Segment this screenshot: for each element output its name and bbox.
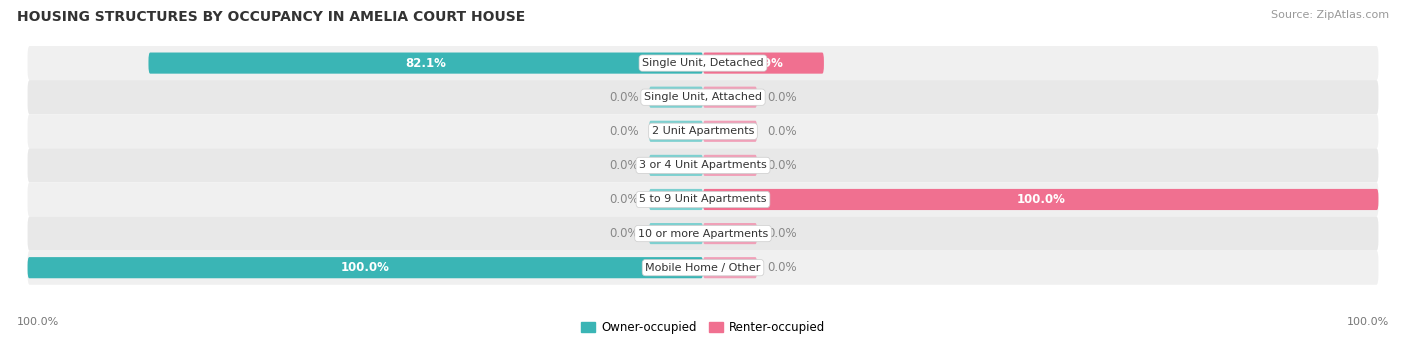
FancyBboxPatch shape xyxy=(703,53,824,74)
FancyBboxPatch shape xyxy=(703,257,756,278)
FancyBboxPatch shape xyxy=(650,155,703,176)
Text: 5 to 9 Unit Apartments: 5 to 9 Unit Apartments xyxy=(640,194,766,205)
FancyBboxPatch shape xyxy=(28,251,1378,285)
FancyBboxPatch shape xyxy=(28,217,1378,251)
Legend: Owner-occupied, Renter-occupied: Owner-occupied, Renter-occupied xyxy=(576,316,830,339)
FancyBboxPatch shape xyxy=(650,189,703,210)
FancyBboxPatch shape xyxy=(703,155,756,176)
Text: Mobile Home / Other: Mobile Home / Other xyxy=(645,263,761,273)
Text: 82.1%: 82.1% xyxy=(405,57,446,70)
Text: 100.0%: 100.0% xyxy=(17,317,59,327)
Text: 100.0%: 100.0% xyxy=(1347,317,1389,327)
Text: 3 or 4 Unit Apartments: 3 or 4 Unit Apartments xyxy=(640,160,766,170)
Text: 0.0%: 0.0% xyxy=(609,159,638,172)
Text: 0.0%: 0.0% xyxy=(768,227,797,240)
FancyBboxPatch shape xyxy=(650,121,703,142)
Text: 0.0%: 0.0% xyxy=(768,261,797,274)
Text: 17.9%: 17.9% xyxy=(742,57,785,70)
FancyBboxPatch shape xyxy=(28,182,1378,217)
FancyBboxPatch shape xyxy=(703,189,1378,210)
Text: 100.0%: 100.0% xyxy=(1017,193,1066,206)
Text: 10 or more Apartments: 10 or more Apartments xyxy=(638,228,768,239)
FancyBboxPatch shape xyxy=(703,121,756,142)
Text: 0.0%: 0.0% xyxy=(609,125,638,138)
FancyBboxPatch shape xyxy=(28,114,1378,148)
FancyBboxPatch shape xyxy=(28,46,1378,80)
Text: 0.0%: 0.0% xyxy=(609,91,638,104)
FancyBboxPatch shape xyxy=(28,148,1378,182)
Text: 0.0%: 0.0% xyxy=(768,125,797,138)
FancyBboxPatch shape xyxy=(149,53,703,74)
Text: Single Unit, Detached: Single Unit, Detached xyxy=(643,58,763,68)
FancyBboxPatch shape xyxy=(28,257,703,278)
FancyBboxPatch shape xyxy=(28,80,1378,114)
Text: Source: ZipAtlas.com: Source: ZipAtlas.com xyxy=(1271,10,1389,20)
Text: HOUSING STRUCTURES BY OCCUPANCY IN AMELIA COURT HOUSE: HOUSING STRUCTURES BY OCCUPANCY IN AMELI… xyxy=(17,10,524,24)
Text: 0.0%: 0.0% xyxy=(768,91,797,104)
Text: Single Unit, Attached: Single Unit, Attached xyxy=(644,92,762,102)
FancyBboxPatch shape xyxy=(650,87,703,108)
Text: 0.0%: 0.0% xyxy=(609,227,638,240)
Text: 100.0%: 100.0% xyxy=(340,261,389,274)
Text: 0.0%: 0.0% xyxy=(768,159,797,172)
Text: 0.0%: 0.0% xyxy=(609,193,638,206)
FancyBboxPatch shape xyxy=(650,223,703,244)
FancyBboxPatch shape xyxy=(703,223,756,244)
FancyBboxPatch shape xyxy=(703,87,756,108)
Text: 2 Unit Apartments: 2 Unit Apartments xyxy=(652,126,754,136)
